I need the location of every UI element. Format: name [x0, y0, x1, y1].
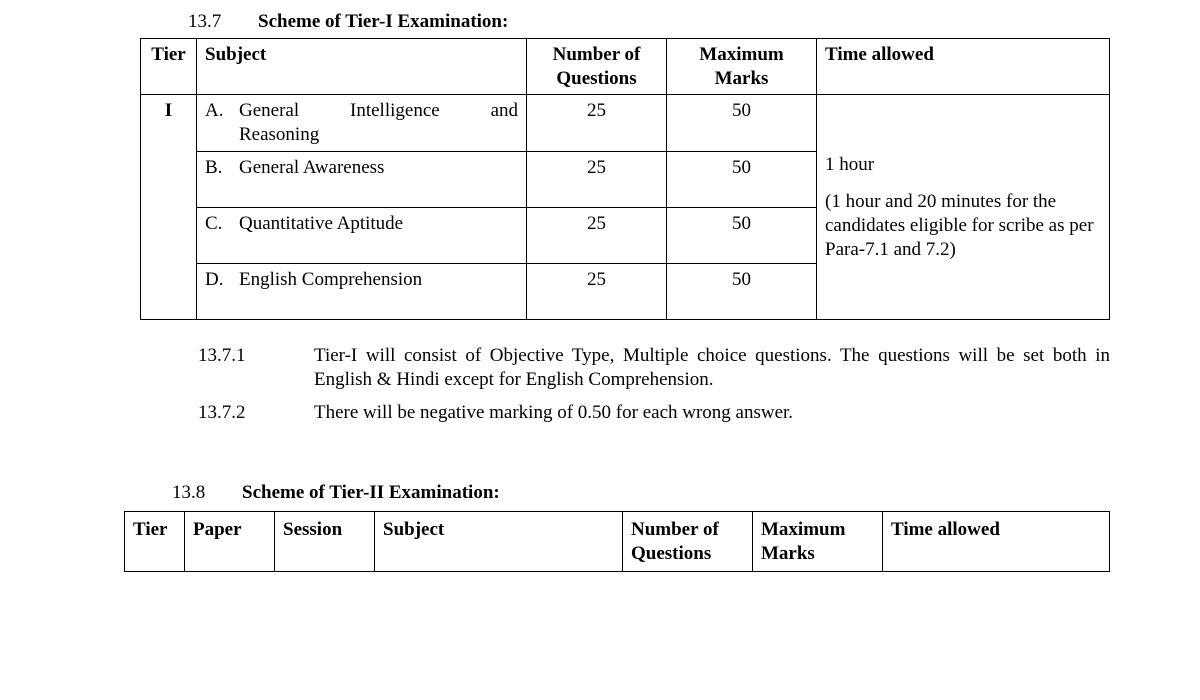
time-note: (1 hour and 20 minutes for the candidate…: [825, 190, 1101, 261]
col-header-time: Time allowed: [883, 511, 1110, 572]
col-header-time: Time allowed: [817, 38, 1110, 95]
col-header-tier: Tier: [125, 511, 185, 572]
time-cell: 1 hour (1 hour and 20 minutes for the ca…: [817, 95, 1110, 320]
tier-cell: I: [141, 95, 197, 320]
questions-cell: 25: [527, 263, 667, 319]
col-header-questions: Number of Questions: [623, 511, 753, 572]
table-header-row: Tier Paper Session Subject Number of Que…: [125, 511, 1110, 572]
questions-cell: 25: [527, 95, 667, 152]
table-header-row: Tier Subject Number of Questions Maximum…: [141, 38, 1110, 95]
subject-cell: A. General Intelligence and Reasoning: [197, 95, 527, 152]
subject-letter: D.: [205, 268, 239, 292]
questions-cell: 25: [527, 207, 667, 263]
section-number: 13.7: [188, 10, 258, 34]
subject-cell: C. Quantitative Aptitude: [197, 207, 527, 263]
questions-cell: 25: [527, 151, 667, 207]
marks-cell: 50: [667, 151, 817, 207]
marks-cell: 50: [667, 263, 817, 319]
marks-cell: 50: [667, 207, 817, 263]
subject-name: General Intelligence and Reasoning: [239, 99, 518, 147]
time-main: 1 hour: [825, 153, 1101, 177]
note-item: 13.7.1 Tier-I will consist of Objective …: [198, 344, 1110, 392]
section-title: Scheme of Tier-I Examination:: [258, 10, 508, 34]
subject-name: English Comprehension: [239, 268, 518, 292]
section-title: Scheme of Tier-II Examination:: [242, 481, 500, 505]
col-header-questions: Number of Questions: [527, 38, 667, 95]
col-header-marks: Maximum Marks: [753, 511, 883, 572]
section-number: 13.8: [172, 481, 242, 505]
col-header-session: Session: [275, 511, 375, 572]
marks-cell: 50: [667, 95, 817, 152]
section-13-8-heading: 13.8 Scheme of Tier-II Examination:: [172, 481, 1110, 505]
subject-cell: B. General Awareness: [197, 151, 527, 207]
notes-block: 13.7.1 Tier-I will consist of Objective …: [198, 344, 1110, 425]
document-page: 13.7 Scheme of Tier-I Examination: Tier …: [0, 0, 1200, 572]
col-header-subject: Subject: [197, 38, 527, 95]
table-row: I A. General Intelligence and Reasoning …: [141, 95, 1110, 152]
note-text: There will be negative marking of 0.50 f…: [314, 401, 1110, 425]
note-item: 13.7.2 There will be negative marking of…: [198, 401, 1110, 425]
tier2-scheme-table: Tier Paper Session Subject Number of Que…: [124, 511, 1110, 573]
col-header-marks: Maximum Marks: [667, 38, 817, 95]
subject-cell: D. English Comprehension: [197, 263, 527, 319]
subject-letter: B.: [205, 156, 239, 180]
note-text: Tier-I will consist of Objective Type, M…: [314, 344, 1110, 392]
tier1-scheme-table: Tier Subject Number of Questions Maximum…: [140, 38, 1110, 320]
col-header-paper: Paper: [185, 511, 275, 572]
subject-letter: C.: [205, 212, 239, 236]
note-number: 13.7.1: [198, 344, 314, 392]
col-header-subject: Subject: [375, 511, 623, 572]
subject-name: Quantitative Aptitude: [239, 212, 518, 236]
subject-letter: A.: [205, 99, 239, 147]
col-header-tier: Tier: [141, 38, 197, 95]
section-13-7-heading: 13.7 Scheme of Tier-I Examination:: [188, 10, 1110, 34]
note-number: 13.7.2: [198, 401, 314, 425]
subject-name: General Awareness: [239, 156, 518, 180]
